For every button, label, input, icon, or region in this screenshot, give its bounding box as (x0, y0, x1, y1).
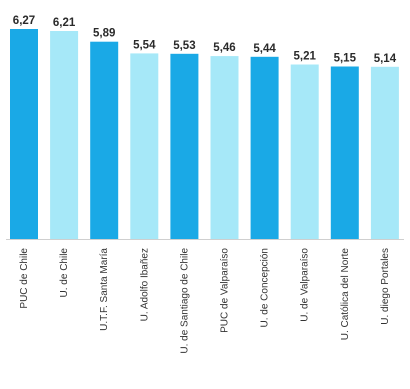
value-label-7: 5,44 (253, 43, 276, 55)
value-label-1: 6,27 (13, 15, 35, 27)
bar-4 (130, 53, 158, 239)
bar-2 (50, 31, 78, 239)
value-label-9: 5,15 (334, 53, 357, 65)
category-label-2: U. de Chile (59, 248, 70, 298)
bar-7 (251, 57, 279, 239)
category-label-7: U. de Concepción (260, 248, 271, 328)
category-label-9: U. Católica del Norte (340, 248, 351, 341)
bar-6 (211, 56, 239, 239)
category-label-4: U. Adolfo Ibañez (139, 248, 150, 321)
category-label-5: U. de Santiago de Chile (179, 248, 190, 354)
category-label-8: U. de Valparaíso (300, 248, 311, 322)
bar-8 (291, 65, 319, 240)
value-label-2: 6,21 (53, 17, 76, 29)
bar-3 (90, 42, 118, 239)
category-label-3: U.T.F. Santa María (99, 248, 110, 331)
value-label-10: 5,14 (374, 53, 397, 65)
category-label-6: PUC de Valparaíso (220, 248, 231, 333)
category-label-10: U. diego Portales (380, 248, 391, 325)
category-label-1: PUC de Chile (19, 248, 30, 309)
bar-10 (371, 67, 399, 239)
value-label-6: 5,46 (213, 42, 235, 54)
bar-1 (10, 29, 38, 239)
value-label-8: 5,21 (294, 51, 317, 63)
value-label-4: 5,54 (133, 39, 156, 51)
value-label-5: 5,53 (173, 40, 195, 52)
value-label-3: 5,89 (93, 28, 115, 40)
category-labels-group: PUC de Chile U. de Chile U.T.F. Santa Marí… (19, 248, 391, 354)
bar-5 (170, 54, 198, 239)
bar-9 (331, 67, 359, 240)
